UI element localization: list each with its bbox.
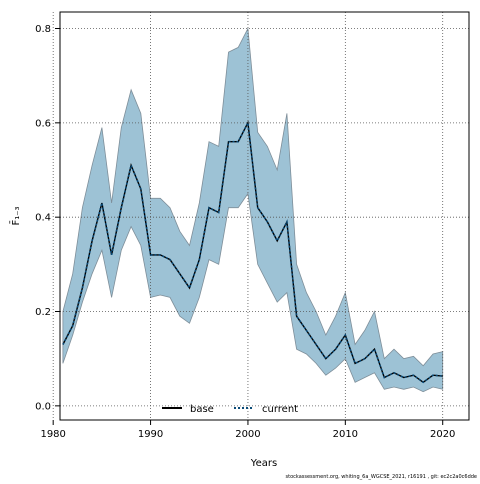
legend-base-label: base — [190, 404, 214, 415]
confidence-band — [62, 27, 444, 393]
x-axis-label: Years — [250, 458, 277, 469]
x-tick-label-1990: 1990 — [138, 429, 163, 440]
tick-layer: 1980 1990 2000 2010 2020 0.0 0.2 0.4 0.6 0.8 — [35, 24, 455, 440]
y-tick-label-0_2: 0.2 — [35, 307, 51, 318]
series-line-current — [62, 120, 443, 384]
y-tick-label-0_6: 0.6 — [35, 118, 51, 129]
y-axis-label: F̄₁₋₃ — [9, 206, 22, 225]
x-tick-label-1980: 1980 — [40, 429, 65, 440]
x-tick-label-2010: 2010 — [333, 429, 358, 440]
legend: base current — [162, 404, 298, 415]
legend-current-label: current — [262, 404, 298, 415]
series-line-layer — [62, 120, 443, 384]
x-tick-label-2020: 2020 — [430, 429, 455, 440]
y-tick-label-0: 0.0 — [35, 401, 51, 412]
confidence-band-layer — [62, 27, 444, 393]
footer-note: stockassessment.org, whiting_6a_WGCSE_20… — [286, 474, 477, 480]
plot-frame — [59, 11, 470, 421]
x-tick-label-2000: 2000 — [235, 429, 260, 440]
y-tick-label-0_4: 0.4 — [35, 213, 51, 224]
y-tick-label-0_8: 0.8 — [35, 24, 51, 35]
